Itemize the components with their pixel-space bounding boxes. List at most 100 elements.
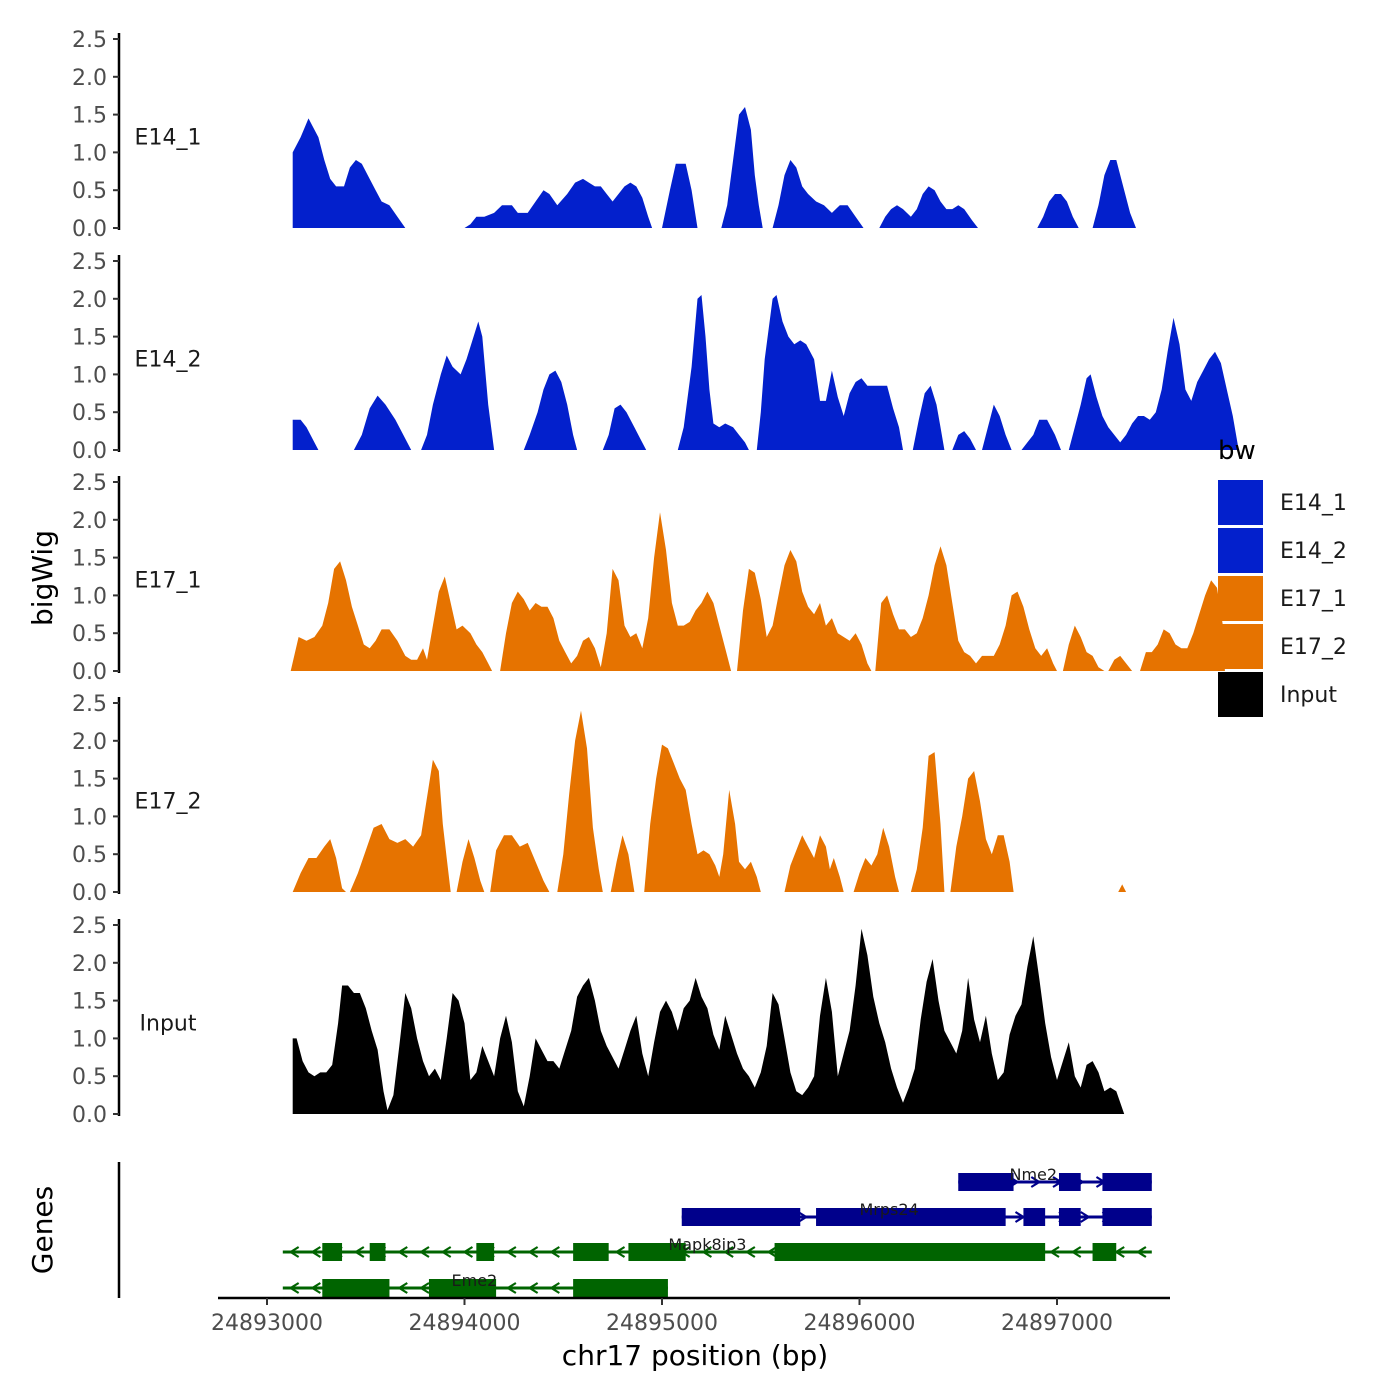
exon [322,1279,390,1297]
gene-label: Mrps24 [860,1200,919,1219]
exon [1102,1173,1152,1191]
y-tick-label: 0.5 [72,843,107,868]
gene-Mapk8ip3: Mapk8ip3 [282,1235,1152,1261]
legend-title: bw [1218,436,1256,466]
y-tick-label: 2.5 [72,471,107,496]
track-label: Input [140,1011,197,1036]
strand-arrow [288,1246,300,1258]
y-tick-label: 2.0 [72,730,107,755]
strand-arrow [505,1282,517,1294]
y-tick-label: 0.5 [72,622,107,647]
y-tick-label: 0.0 [72,217,107,242]
y-tick-label: 1.0 [72,1027,107,1052]
gene-Nme2: Nme2 [958,1165,1152,1191]
strand-arrow [1135,1246,1147,1258]
exon [322,1243,343,1261]
exon [816,1208,1006,1226]
strand-arrow [744,1246,756,1258]
y-tick-label: 1.5 [72,768,107,793]
exon [428,1279,497,1297]
y-tick-label: 2.0 [72,952,107,977]
strand-arrow [1070,1246,1082,1258]
y-tick-label: 0.5 [72,179,107,204]
y-tick-label: 1.0 [72,141,107,166]
signal-area-E14_2 [292,295,1239,450]
strand-arrow [1030,1176,1042,1188]
legend-swatch [1218,480,1263,525]
y-tick-label: 0.5 [72,401,107,426]
y-axis-title: bigWig [26,530,59,626]
y-tick-label: 0.5 [72,1065,107,1090]
strand-arrow [397,1246,408,1258]
gene-label: Nme2 [1010,1165,1058,1184]
legend-label: E17_2 [1280,635,1347,660]
track-label: E17_2 [135,789,202,814]
signal-area-Input [292,928,1125,1114]
strand-arrow [310,1282,321,1294]
exon [628,1243,686,1261]
y-tick-label: 2.5 [72,914,107,939]
genes-axis-title: Genes [26,1186,59,1274]
legend-label: E14_2 [1280,539,1347,564]
y-tick-label: 2.5 [72,28,107,53]
y-tick-label: 0.0 [72,881,107,906]
y-tick-label: 1.5 [72,104,107,129]
strand-arrow [1048,1246,1060,1258]
y-tick-label: 1.5 [72,990,107,1015]
strand-arrow [462,1246,474,1258]
y-tick-label: 0.0 [72,439,107,464]
genes-panel: Nme2 Mrps24 Mapk8ip3 Eme2 [117,1162,1152,1298]
signal-area-E17_2 [292,710,1127,892]
track-E14_1: 0.0 0.5 1.0 1.5 2.0 2.5 E14_1 [72,28,1136,242]
strand-arrow [397,1282,408,1294]
y-tick-label: 0.0 [72,1103,107,1128]
x-tick-label: 24893000 [211,1311,323,1336]
exon [1058,1208,1081,1226]
strand-arrow [701,1246,713,1258]
legend-label: E14_1 [1280,491,1347,516]
signal-area-E17_1 [290,512,1225,671]
signal-area-E14_1 [292,107,1136,228]
strand-arrow [527,1246,539,1258]
strand-arrow [549,1282,560,1294]
exon [1092,1243,1117,1261]
exon [476,1243,495,1261]
x-axis: 24893000 24894000 24895000 24896000 24897000 [211,1296,1170,1336]
y-tick-label: 2.0 [72,66,107,91]
y-tick-label: 1.0 [72,584,107,609]
track-label: E14_1 [135,125,202,150]
strand-arrow [505,1246,517,1258]
strand-arrow [440,1246,452,1258]
exon [774,1243,1046,1261]
exon [369,1243,386,1261]
strand-arrow [766,1246,778,1258]
x-tick-label: 24894000 [409,1311,521,1336]
legend-swatch [1218,624,1263,669]
y-tick-label: 1.5 [72,326,107,351]
track-E17_1: 0.0 0.5 1.0 1.5 2.0 2.5 E17_1 [72,471,1225,685]
strand-arrow [797,1211,809,1223]
legend-swatch [1218,672,1263,717]
exon [573,1279,668,1297]
strand-arrow [310,1246,321,1258]
strand-arrow [723,1246,734,1258]
legend-label: E17_1 [1280,587,1347,612]
track-Input: 0.0 0.5 1.0 1.5 2.0 2.5 Input [72,914,1125,1128]
strand-arrow [527,1282,539,1294]
exon [958,1173,1014,1191]
strand-arrow [549,1246,560,1258]
track-label: E14_2 [135,347,202,372]
legend-label: Input [1280,683,1337,708]
exon [573,1243,609,1261]
gene-label: Eme2 [452,1271,498,1290]
track-label: E17_1 [135,568,202,593]
y-tick-label: 1.0 [72,363,107,388]
exon [1102,1208,1152,1226]
exon [681,1208,801,1226]
strand-arrow [418,1246,430,1258]
gene-Mrps24: Mrps24 [681,1200,1152,1226]
strand-arrow [1080,1211,1091,1223]
x-axis-title: chr17 position (bp) [562,1339,828,1372]
x-tick-label: 24895000 [606,1311,718,1336]
